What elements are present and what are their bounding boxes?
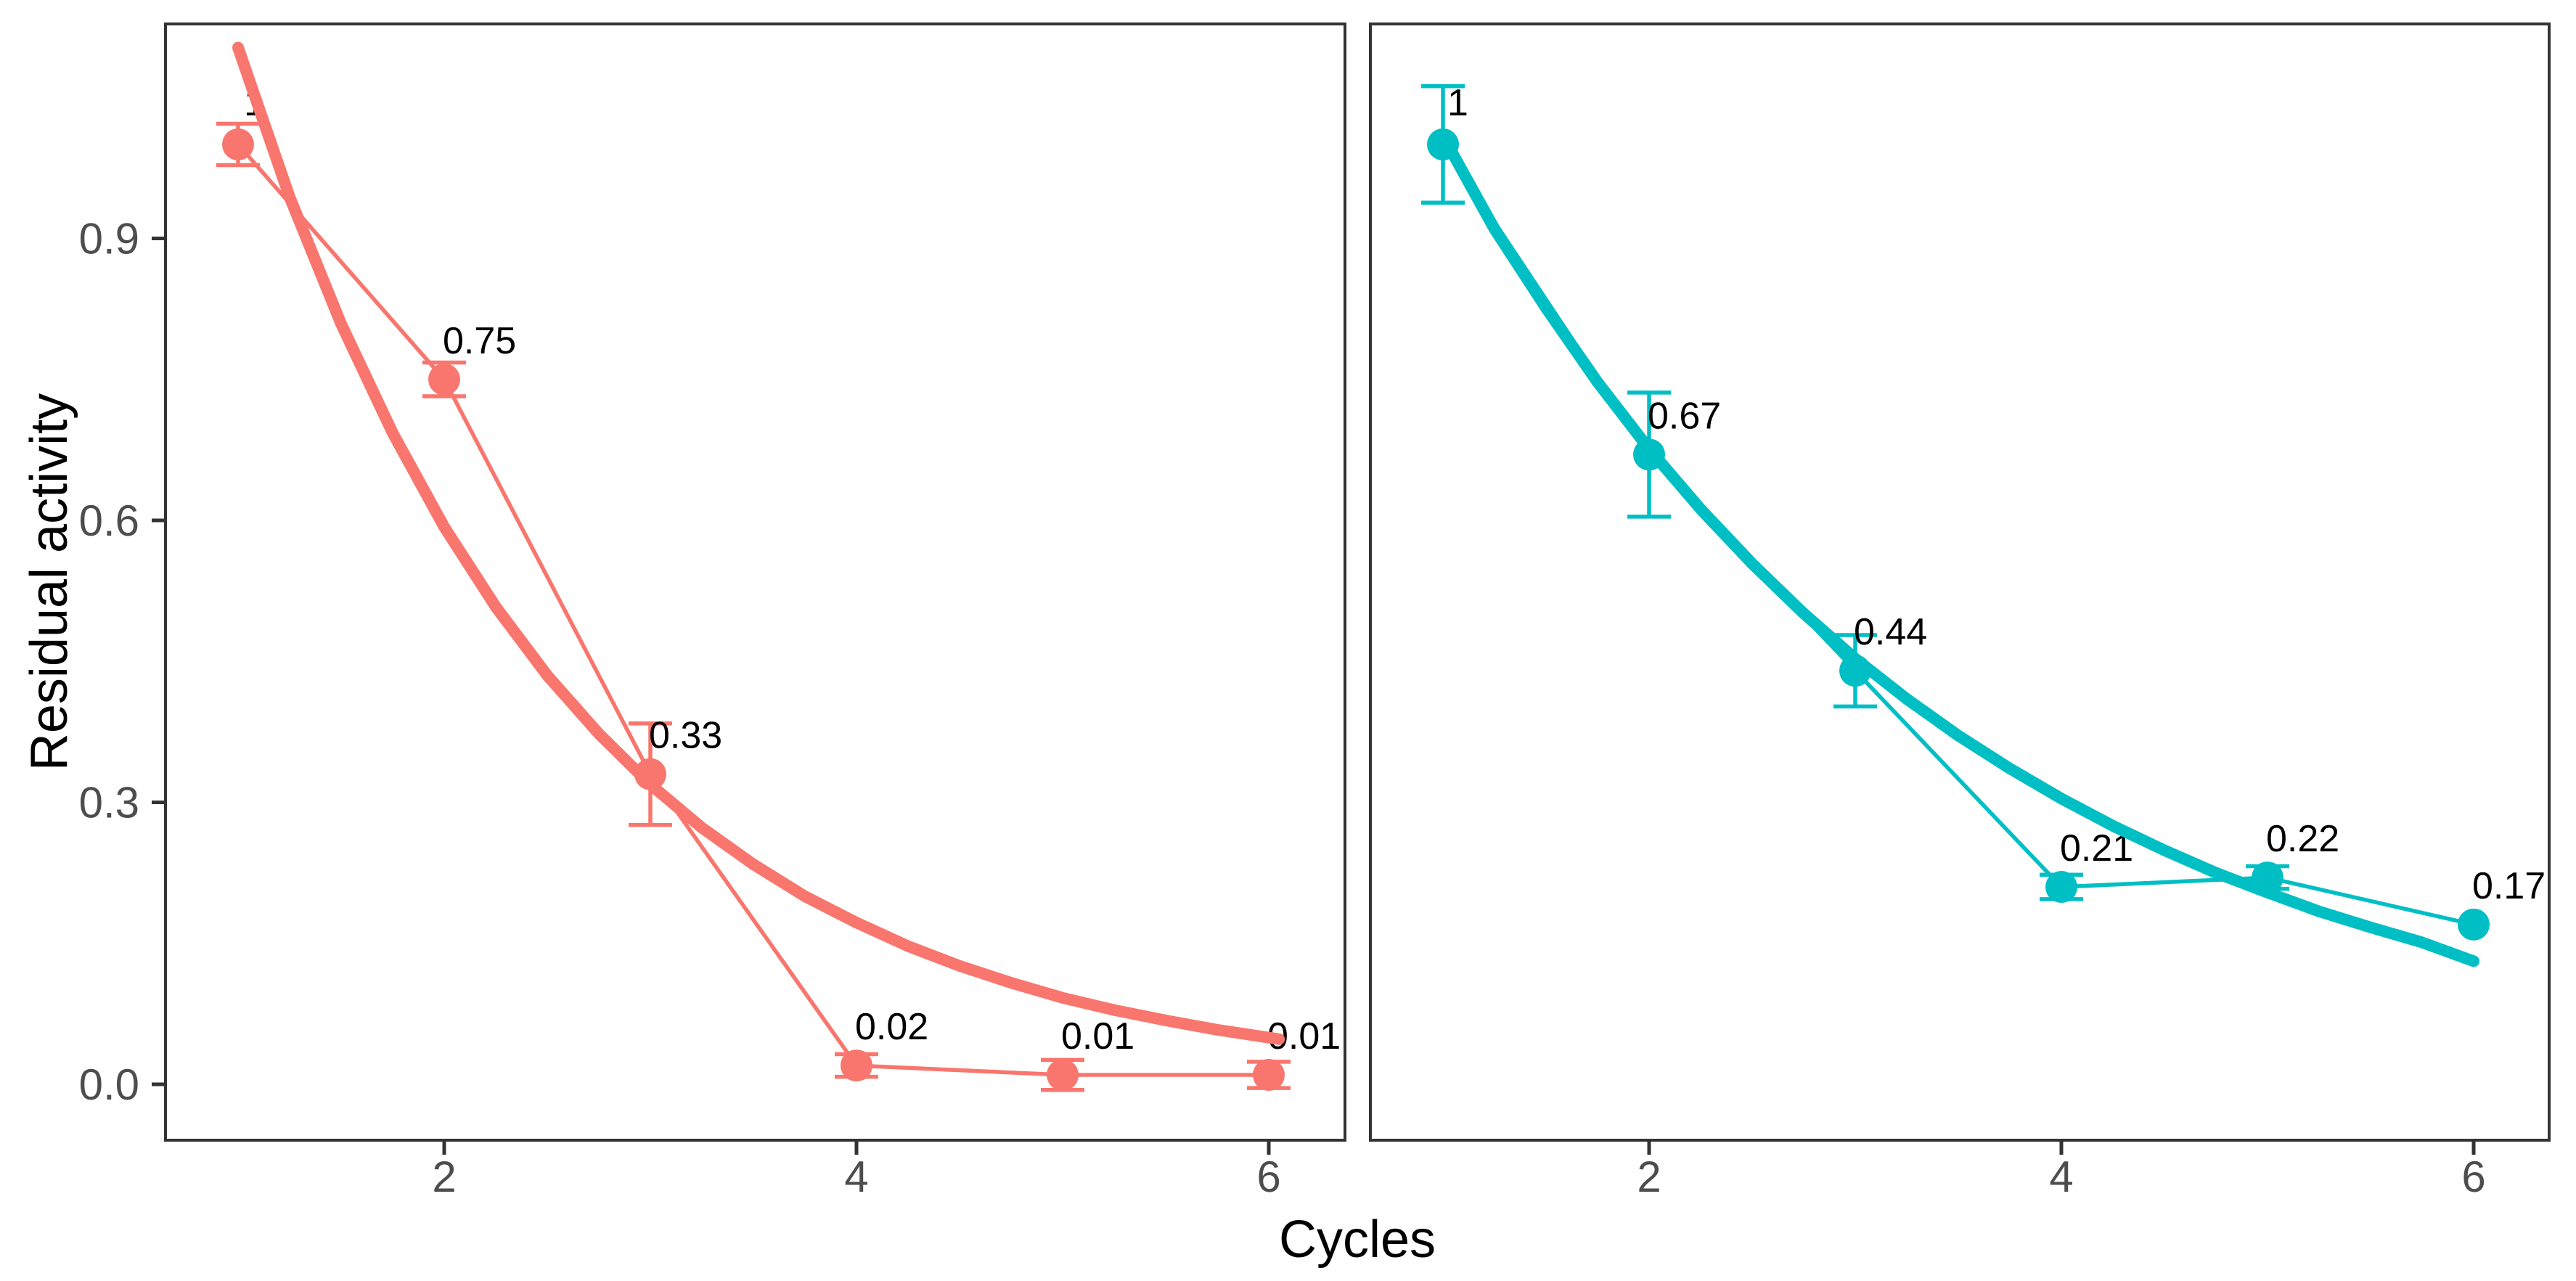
data-point [1253, 1059, 1285, 1092]
x-tick-label: 2 [1637, 1153, 1661, 1201]
data-point [841, 1049, 872, 1082]
y-tick-label: 0.6 [79, 496, 139, 545]
point-label: 0.75 [443, 320, 516, 362]
point-label: 0.44 [1854, 611, 1927, 653]
x-tick-label: 6 [2461, 1153, 2485, 1201]
chart-root: 10.750.330.02 0.01 0.012 4 610.670.440.21 0.2… [79, 22, 2551, 1201]
point-label: 1 [1447, 82, 1468, 124]
panel-border [1369, 22, 2551, 1142]
panel-border [164, 22, 1346, 1142]
data-line [1441, 143, 2474, 927]
x-axis-title: Cycles [1279, 1211, 1436, 1269]
point-label: 0.17 [2472, 865, 2546, 907]
point-label: 0.02 [855, 1006, 928, 1048]
data-point [2045, 871, 2077, 904]
y-tick-label: 0.0 [79, 1060, 139, 1109]
smooth-line [1437, 130, 2479, 967]
smooth-line [232, 41, 1285, 1045]
panel-left: 10.750.330.02 0.01 0.012 4 6 [164, 22, 1346, 1201]
data-point [2458, 908, 2490, 941]
point-label: 0.33 [649, 715, 722, 757]
data-point [428, 363, 460, 396]
x-tick-label: 4 [2049, 1153, 2073, 1201]
point-label: 0.22 [2266, 818, 2339, 860]
point-label: 0.67 [1648, 395, 1721, 437]
x-tick-label: 2 [432, 1153, 456, 1201]
panel-right: 10.670.440.21 0.220.172 4 6 [1369, 22, 2551, 1201]
y-axis: 0.0 0.3 0.6 0.9 [79, 215, 165, 1109]
y-axis-title: Residual activity [20, 393, 78, 771]
y-tick-label: 0.9 [79, 215, 139, 263]
x-tick-label: 4 [844, 1153, 868, 1201]
point-label: 0.01 [1061, 1015, 1134, 1057]
data-point [222, 128, 254, 160]
data-point [1047, 1059, 1079, 1092]
x-tick-label: 6 [1256, 1153, 1280, 1201]
y-tick-label: 0.3 [79, 779, 139, 827]
data-line [236, 143, 1269, 1077]
